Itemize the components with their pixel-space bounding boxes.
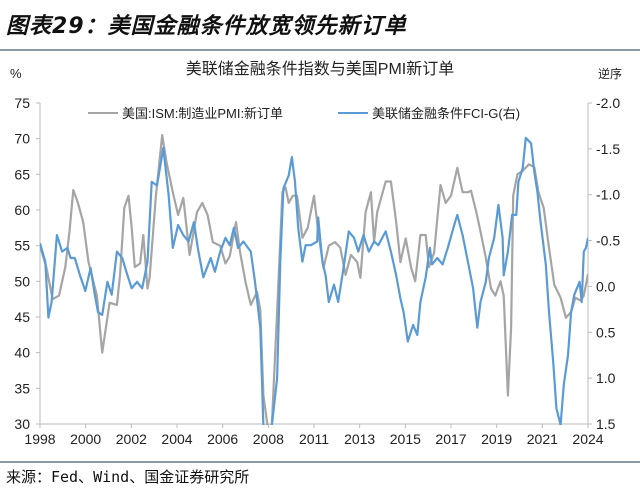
- left-tick-label: 45: [14, 309, 30, 325]
- left-tick-label: 75: [14, 95, 30, 111]
- right-tick-label: -1.5: [596, 141, 620, 157]
- chart-title: 美联储金融条件指数与美国PMI新订单: [186, 60, 454, 78]
- right-tick-label: -0.5: [596, 233, 620, 249]
- x-tick-label: 2021: [527, 431, 558, 447]
- legend-label-pmi: 美国:ISM:制造业PMI:新订单: [122, 106, 283, 121]
- source-note: 来源：Fed、Wind、国金证券研究所: [6, 468, 250, 486]
- right-tick-label: 1.5: [596, 416, 616, 432]
- left-tick-label: 55: [14, 238, 30, 254]
- legend: 美国:ISM:制造业PMI:新订单 美联储金融条件FCI-G(右): [88, 106, 520, 121]
- pmi-new-orders-line: [40, 134, 588, 425]
- x-tick-label: 2004: [161, 431, 192, 447]
- x-tick-label: 2008: [253, 431, 284, 447]
- left-axis-unit: %: [10, 66, 22, 81]
- left-tick-label: 65: [14, 166, 30, 182]
- x-tick-label: 2011: [299, 431, 329, 447]
- right-tick-label: -1.0: [596, 187, 620, 203]
- chart: 美联储金融条件指数与美国PMI新订单 % 逆序 75 70 65 60 55 50 45 40…: [10, 60, 622, 447]
- x-tick-label: 2013: [344, 431, 375, 447]
- figure-title: 图表29：美国金融条件放宽领先新订单: [6, 14, 407, 39]
- left-tick-label: 35: [14, 380, 30, 396]
- x-tick-label: 2000: [70, 431, 101, 447]
- right-axis-unit: 逆序: [598, 66, 622, 81]
- x-tick-label: 2002: [116, 431, 147, 447]
- legend-label-fci: 美联储金融条件FCI-G(右): [372, 106, 520, 121]
- right-tick-label: 0.5: [596, 324, 616, 340]
- x-tick-label: 2015: [390, 431, 421, 447]
- right-tick-label: -2.0: [596, 95, 620, 111]
- left-tick-label: 60: [14, 202, 30, 218]
- left-tick-label: 30: [14, 416, 30, 432]
- right-tick-label: 1.0: [596, 370, 616, 386]
- fci-g-line: [40, 136, 588, 425]
- right-tick-label: 0.0: [596, 278, 616, 294]
- left-tick-label: 50: [14, 273, 30, 289]
- x-tick-label: 2006: [207, 431, 238, 447]
- x-tick-label: 1998: [24, 431, 55, 447]
- x-tick-label: 2024: [572, 431, 603, 447]
- x-tick-label: 2019: [481, 431, 512, 447]
- top-divider: [0, 49, 640, 51]
- left-tick-label: 70: [14, 131, 30, 147]
- left-tick-label: 40: [14, 345, 30, 361]
- bottom-divider: [0, 461, 640, 463]
- x-tick-label: 2017: [435, 431, 466, 447]
